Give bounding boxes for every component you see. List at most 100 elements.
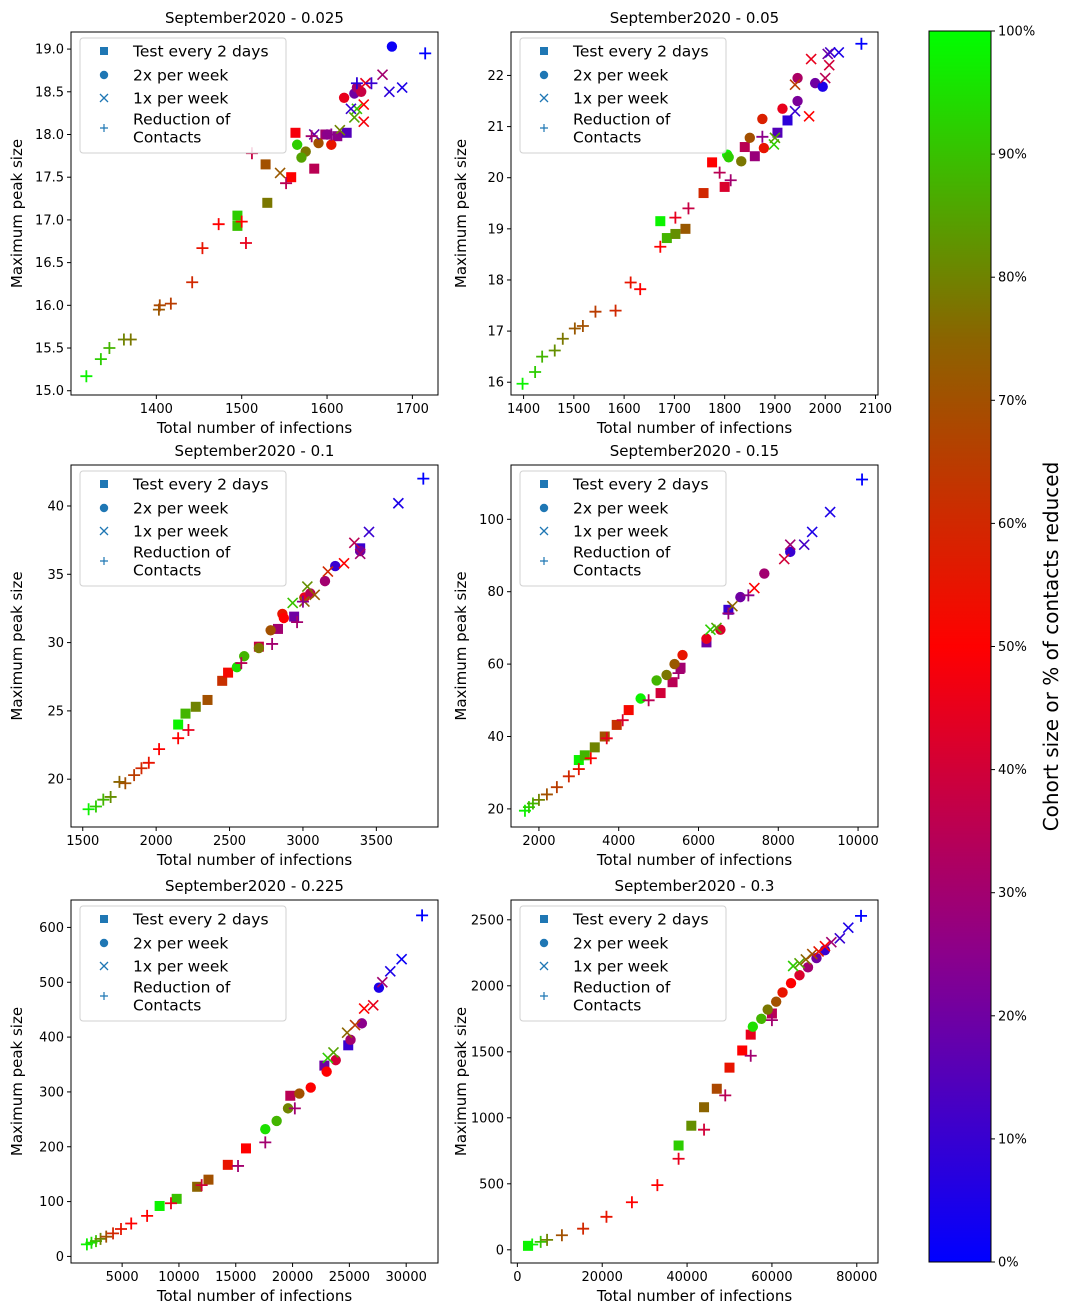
- y-tick-label: 18: [487, 273, 504, 288]
- data-point-square: [573, 755, 584, 766]
- x-tick-label: 60000: [751, 1270, 792, 1285]
- x-tick-label: 1500: [66, 834, 99, 849]
- data-point-x: [334, 124, 346, 136]
- x-tick-label: 40000: [666, 1270, 707, 1285]
- data-point-x: [376, 976, 388, 988]
- y-tick-label: 80: [487, 585, 504, 600]
- y-tick-label: 17.0: [35, 213, 64, 228]
- data-point-square: [180, 708, 191, 719]
- data-point-plus: [80, 370, 93, 383]
- x-tick-label: 1700: [396, 402, 429, 417]
- legend-label: Reduction of Contacts: [133, 544, 231, 580]
- data-point-x: [806, 526, 818, 538]
- data-point-circle: [723, 152, 734, 163]
- data-point-square: [667, 677, 678, 688]
- legend-label: 1x per week: [133, 958, 228, 976]
- data-point-x: [778, 553, 790, 565]
- x-tick-label: 80000: [836, 1270, 877, 1285]
- data-point-square: [285, 1090, 296, 1101]
- data-point-plus: [103, 342, 116, 355]
- scatter-panel-1: September2020 - 0.025 1400 1500 1600 1700 15.…: [8, 9, 439, 437]
- y-tick-label: 500: [479, 1177, 504, 1192]
- data-point-square: [190, 701, 201, 712]
- data-point-square: [332, 131, 343, 142]
- plot-frame: [510, 899, 879, 1264]
- legend-square-icon: [540, 480, 548, 488]
- y-axis-label: Maximum peak size: [8, 139, 26, 288]
- data-point-plus: [305, 130, 318, 143]
- legend-x-icon: [99, 526, 109, 536]
- data-point-plus: [82, 803, 95, 816]
- y-tick-label: 100: [39, 1195, 64, 1210]
- legend-plus-icon: [540, 124, 548, 132]
- colorbar-tick-label: 80%: [998, 271, 1027, 286]
- data-point-plus: [195, 1179, 208, 1192]
- data-point-plus: [239, 236, 252, 249]
- data-point-square: [223, 667, 234, 678]
- data-point-plus: [107, 1227, 120, 1240]
- y-tick-label: 35: [47, 568, 64, 583]
- data-point-plus: [186, 276, 199, 289]
- legend-plus-icon: [100, 124, 108, 132]
- data-point-plus: [94, 1232, 107, 1245]
- data-point-x: [819, 72, 831, 84]
- legend-square-icon: [100, 480, 108, 488]
- data-point-square: [724, 1062, 735, 1073]
- data-point-plus: [124, 333, 137, 346]
- legend-label: Test every 2 days: [572, 43, 709, 61]
- x-tick-label: 2000: [809, 402, 842, 417]
- data-point-circle: [355, 86, 367, 97]
- x-tick-label: 1600: [608, 402, 641, 417]
- data-point-circle: [736, 156, 747, 167]
- data-point-square: [173, 719, 184, 730]
- y-tick-label: 30: [47, 636, 64, 651]
- data-point-circle: [744, 132, 756, 144]
- colorbar-tick-label: 40%: [998, 763, 1027, 778]
- x-tick-label: 5000: [106, 1270, 139, 1285]
- data-point-plus: [576, 319, 589, 332]
- data-point-plus: [288, 1102, 301, 1115]
- data-points: [82, 472, 430, 816]
- data-point-x: [392, 497, 404, 509]
- colorbar-tick-label: 20%: [998, 1009, 1027, 1024]
- data-point-plus: [577, 1222, 590, 1235]
- data-point-circle: [282, 1103, 294, 1114]
- legend-label: Test every 2 days: [572, 911, 709, 929]
- legend-label: 1x per week: [573, 523, 668, 541]
- data-point-circle: [794, 970, 805, 981]
- data-point-square: [589, 742, 600, 753]
- data-point-plus: [698, 1123, 711, 1136]
- x-tick-label: 20000: [582, 1270, 623, 1285]
- data-point-square: [309, 163, 320, 174]
- colorbar-gradient: [928, 30, 992, 1263]
- data-point-circle: [305, 1082, 316, 1093]
- x-tick-label: 1400: [140, 402, 173, 417]
- legend-plus-icon: [540, 992, 548, 1000]
- data-point-x: [383, 86, 395, 98]
- data-point-plus: [672, 1152, 685, 1165]
- chart-title: September2020 - 0.225: [165, 877, 344, 895]
- data-point-square: [202, 694, 213, 705]
- data-point-plus: [182, 724, 195, 737]
- data-point-circle: [715, 624, 726, 635]
- data-point-square: [611, 719, 622, 730]
- y-tick-label: 2000: [471, 979, 504, 994]
- data-point-plus: [568, 322, 581, 335]
- plot-frame: [510, 31, 879, 396]
- data-point-plus: [634, 283, 647, 296]
- legend-label: Reduction of Contacts: [573, 544, 671, 580]
- data-point-plus: [350, 77, 363, 90]
- y-tick-label: 1000: [471, 1111, 504, 1126]
- data-point-x: [748, 582, 760, 594]
- data-point-x: [348, 537, 360, 549]
- legend-square-icon: [100, 915, 108, 923]
- data-point-x: [396, 953, 408, 965]
- data-point-square: [745, 1029, 756, 1040]
- legend-square-icon: [540, 915, 548, 923]
- y-tick-label: 21: [487, 120, 504, 135]
- data-point-x: [825, 936, 837, 948]
- data-point-circle: [354, 545, 366, 557]
- data-point-x: [348, 111, 360, 123]
- data-point-x: [842, 922, 854, 934]
- data-point-square: [203, 1174, 214, 1185]
